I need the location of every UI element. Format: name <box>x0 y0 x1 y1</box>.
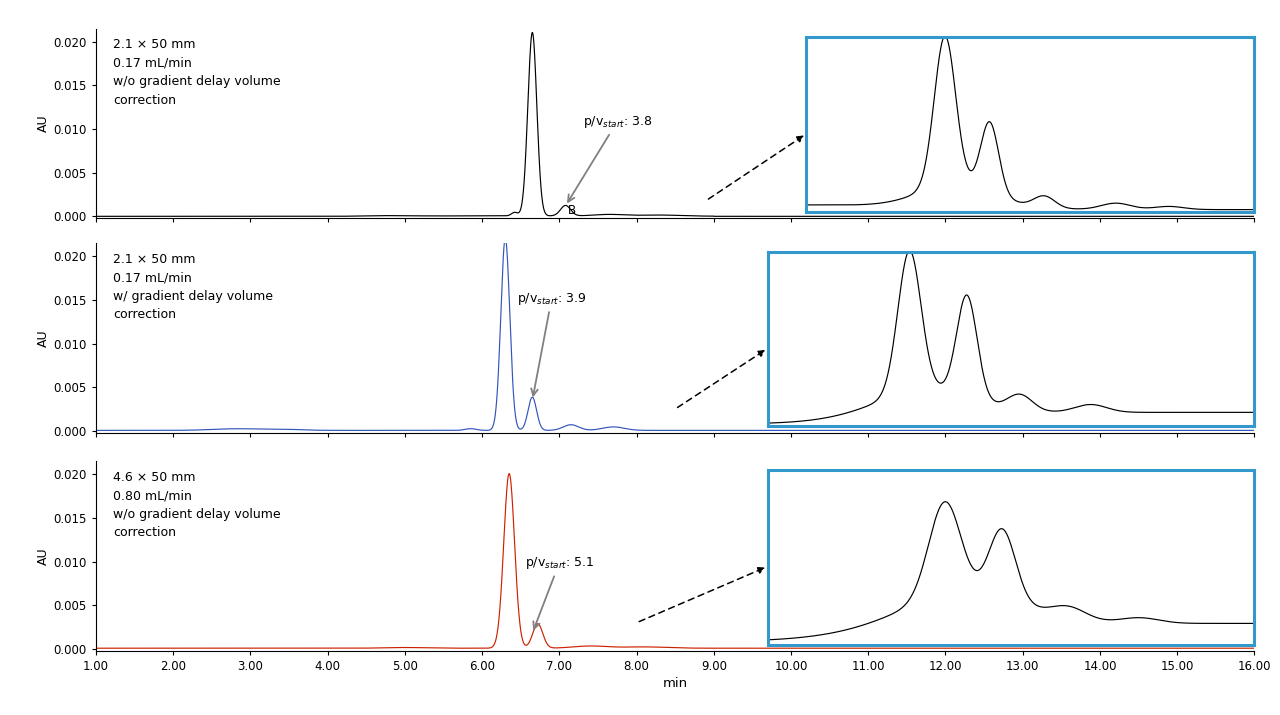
Text: B: B <box>568 204 576 217</box>
Text: p/v$_{start}$: 5.1: p/v$_{start}$: 5.1 <box>525 555 594 628</box>
Y-axis label: AU: AU <box>36 329 50 347</box>
Text: 4.6 × 50 mm
0.80 mL/min
w/o gradient delay volume
correction: 4.6 × 50 mm 0.80 mL/min w/o gradient del… <box>114 470 282 539</box>
Y-axis label: AU: AU <box>36 114 50 132</box>
Text: 2.1 × 50 mm
0.17 mL/min
w/o gradient delay volume
correction: 2.1 × 50 mm 0.17 mL/min w/o gradient del… <box>114 38 282 107</box>
Text: p/v$_{start}$: 3.8: p/v$_{start}$: 3.8 <box>568 114 652 202</box>
Y-axis label: AU: AU <box>36 547 50 565</box>
X-axis label: min: min <box>663 677 687 690</box>
Text: 2.1 × 50 mm
0.17 mL/min
w/ gradient delay volume
correction: 2.1 × 50 mm 0.17 mL/min w/ gradient dela… <box>114 252 274 321</box>
Text: p/v$_{start}$: 3.9: p/v$_{start}$: 3.9 <box>517 290 586 395</box>
